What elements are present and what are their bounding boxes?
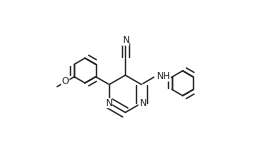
- Text: N: N: [122, 36, 129, 45]
- Text: N: N: [105, 99, 112, 108]
- Text: NH: NH: [156, 72, 170, 81]
- Text: O: O: [62, 77, 69, 86]
- Text: N: N: [139, 99, 146, 108]
